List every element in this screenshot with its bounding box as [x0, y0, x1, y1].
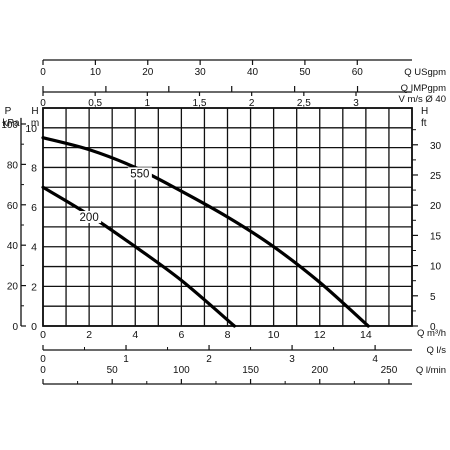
tick-label-velocity: 2 — [249, 98, 255, 109]
tick-label-velocity: 0,5 — [88, 98, 102, 109]
tick-label-h-m: 6 — [31, 202, 37, 214]
curve-550 — [41, 136, 370, 328]
tick-label-kpa: 60 — [7, 201, 19, 212]
tick-label-kpa: 80 — [7, 160, 19, 171]
tick-label-ls: 0 — [40, 354, 46, 365]
tick-label-lmin: 250 — [381, 365, 398, 376]
tick-label-usgpm: 50 — [299, 67, 311, 78]
tick-label-ls: 3 — [289, 354, 295, 365]
tick-label-velocity: 2,5 — [297, 98, 311, 109]
tick-label-velocity: 3 — [353, 98, 359, 109]
curve-label-550: 550 — [130, 168, 149, 180]
axis-title-velocity: V m/s Ø 40 — [398, 94, 446, 105]
tick-label-ls: 2 — [206, 354, 212, 365]
tick-label-usgpm: 0 — [40, 67, 46, 78]
tick-label-x: 2 — [86, 329, 92, 341]
tick-label-ft: 15 — [430, 231, 442, 242]
axis-title-ft-unit: ft — [421, 118, 427, 129]
series-curves: 550 200 — [41, 136, 370, 328]
tick-label-usgpm: 20 — [142, 67, 154, 78]
tick-label-x: 14 — [360, 329, 372, 341]
tick-label-h-m: 8 — [31, 162, 37, 174]
axis-title-ft-top: H — [421, 106, 428, 117]
tick-label-x: 0 — [40, 329, 46, 341]
grid — [42, 107, 413, 327]
tick-label-x: 8 — [225, 329, 231, 341]
tick-label-ft: 10 — [430, 262, 442, 273]
curve-200 — [41, 185, 236, 328]
tick-label-kpa: 100 — [1, 120, 18, 131]
tick-label-lmin: 0 — [40, 365, 46, 376]
tick-label-x: 6 — [178, 329, 184, 341]
tick-label-velocity: 1 — [145, 98, 151, 109]
tick-label-h-m: 2 — [31, 281, 37, 293]
tick-label-ft: 30 — [430, 141, 442, 152]
tick-label-velocity: 0 — [40, 98, 46, 109]
tick-label-x: 12 — [314, 329, 326, 341]
tick-label-usgpm: 60 — [352, 67, 364, 78]
tick-label-lmin: 100 — [173, 365, 190, 376]
tick-label-usgpm: 30 — [195, 67, 207, 78]
tick-label-kpa: 20 — [7, 282, 19, 293]
tick-label-ft: 20 — [430, 201, 442, 212]
axis-title-h-unit: m — [31, 118, 39, 129]
tick-label-ft: 0 — [430, 322, 436, 333]
tick-label-kpa: 0 — [12, 322, 18, 333]
tick-label-lmin: 50 — [107, 365, 119, 376]
tick-label-ls: 1 — [123, 354, 129, 365]
tick-label-usgpm: 10 — [90, 67, 102, 78]
curve-label-bg-200 — [77, 210, 102, 223]
tick-label-x: 10 — [268, 329, 280, 341]
tick-label-lmin: 200 — [311, 365, 328, 376]
tick-label-ft: 5 — [430, 292, 436, 303]
tick-label-usgpm: 40 — [247, 67, 259, 78]
axis-title-ls: Q l/s — [426, 345, 446, 356]
curve-label-200: 200 — [80, 212, 99, 224]
tick-label-h-m: 10 — [25, 123, 37, 135]
tick-label-kpa: 40 — [7, 241, 19, 252]
axis-title-lmin: Q l/min — [416, 365, 446, 376]
axis-title-p-top: P — [5, 106, 12, 117]
tick-label-ls: 4 — [372, 354, 378, 365]
axis-title-x: Q m³/h — [417, 328, 446, 339]
tick-label-velocity: 1,5 — [193, 98, 207, 109]
axis-title-p-unit: kPa — [2, 118, 20, 129]
curve-label-bg-550 — [127, 167, 152, 180]
axis-title-impgpm: Q IMPgpm — [401, 83, 446, 94]
tick-label-ft: 25 — [430, 171, 442, 182]
tick-label-lmin: 150 — [242, 365, 259, 376]
tick-label-h-m: 4 — [31, 242, 37, 254]
tick-label-x: 4 — [132, 329, 138, 341]
tick-label-h-m: 0 — [31, 321, 37, 333]
plot-frame — [42, 107, 413, 327]
axis-title-usgpm: Q USgpm — [404, 67, 446, 78]
axis-title-h-top: H — [31, 106, 38, 117]
